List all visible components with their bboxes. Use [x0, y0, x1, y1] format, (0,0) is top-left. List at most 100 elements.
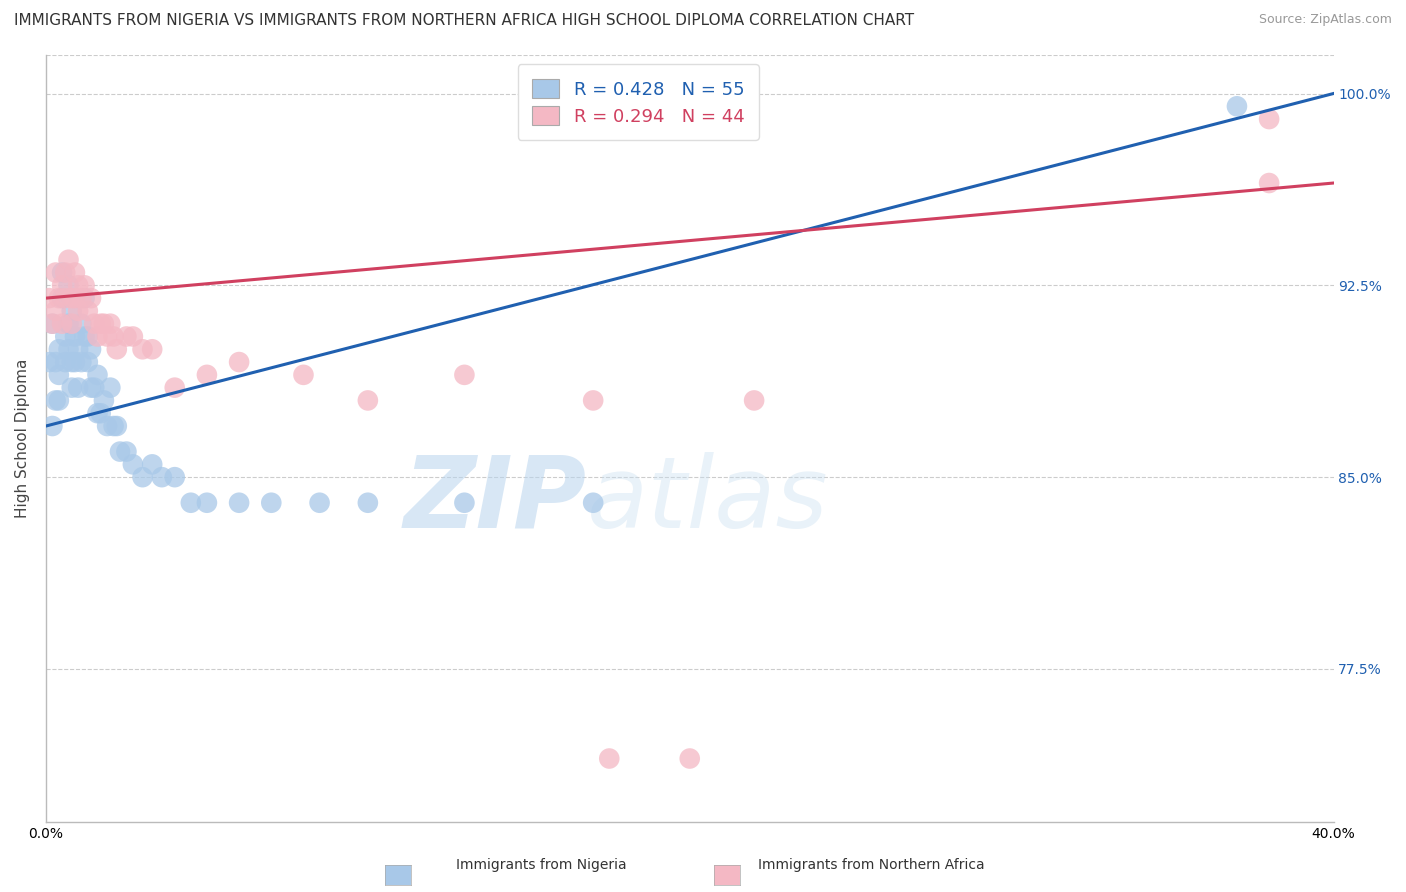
Point — [63, 266, 86, 280]
Point — [1258, 112, 1281, 127]
Point — [60, 355, 83, 369]
Point — [86, 368, 108, 382]
Point — [60, 291, 83, 305]
Point — [86, 329, 108, 343]
Point — [90, 406, 112, 420]
Point — [63, 329, 86, 343]
Point — [70, 291, 93, 305]
Point — [357, 393, 380, 408]
Point — [76, 355, 98, 369]
Point — [51, 266, 73, 280]
Point — [48, 368, 70, 382]
Point — [108, 444, 131, 458]
Point — [70, 317, 93, 331]
Point — [357, 496, 380, 510]
Point — [58, 278, 80, 293]
Point — [83, 381, 105, 395]
Point — [96, 329, 118, 343]
Point — [163, 381, 186, 395]
Text: Immigrants from Nigeria: Immigrants from Nigeria — [456, 858, 627, 872]
Point — [105, 419, 128, 434]
Point — [60, 304, 83, 318]
Point — [598, 751, 620, 765]
Legend: R = 0.428   N = 55, R = 0.294   N = 44: R = 0.428 N = 55, R = 0.294 N = 44 — [517, 64, 759, 140]
Point — [67, 304, 90, 318]
Point — [742, 393, 765, 408]
Point — [45, 304, 67, 318]
Point — [53, 266, 76, 280]
Point — [73, 329, 96, 343]
Text: atlas: atlas — [586, 451, 828, 549]
Point — [228, 496, 250, 510]
Point — [38, 291, 60, 305]
Point — [80, 343, 103, 357]
Point — [48, 343, 70, 357]
Text: ZIP: ZIP — [404, 451, 586, 549]
Point — [131, 343, 153, 357]
Point — [582, 393, 605, 408]
Point — [51, 291, 73, 305]
Point — [260, 496, 283, 510]
Point — [80, 291, 103, 305]
Point — [115, 444, 138, 458]
Point — [76, 304, 98, 318]
Point — [131, 470, 153, 484]
Point — [103, 419, 125, 434]
Point — [122, 458, 145, 472]
Y-axis label: High School Diploma: High School Diploma — [15, 359, 30, 518]
Point — [73, 291, 96, 305]
Point — [67, 278, 90, 293]
Point — [163, 470, 186, 484]
Point — [45, 393, 67, 408]
Point — [51, 278, 73, 293]
Point — [150, 470, 173, 484]
Text: Immigrants from Northern Africa: Immigrants from Northern Africa — [758, 858, 986, 872]
Point — [141, 343, 163, 357]
Point — [41, 317, 63, 331]
Point — [679, 751, 702, 765]
Point — [141, 458, 163, 472]
Point — [103, 329, 125, 343]
Point — [93, 393, 115, 408]
Point — [60, 381, 83, 395]
Point — [105, 343, 128, 357]
Point — [51, 317, 73, 331]
Point — [58, 252, 80, 267]
Point — [67, 343, 90, 357]
Point — [45, 266, 67, 280]
Point — [90, 317, 112, 331]
Point — [53, 329, 76, 343]
Point — [98, 381, 121, 395]
Point — [582, 496, 605, 510]
Point — [60, 317, 83, 331]
Point — [76, 329, 98, 343]
Point — [58, 317, 80, 331]
Point — [58, 343, 80, 357]
Point — [98, 317, 121, 331]
Point — [195, 496, 218, 510]
Point — [48, 291, 70, 305]
Point — [115, 329, 138, 343]
Point — [63, 291, 86, 305]
Point — [122, 329, 145, 343]
Point — [453, 368, 475, 382]
Point — [195, 368, 218, 382]
Point — [63, 355, 86, 369]
Point — [45, 355, 67, 369]
Point — [453, 496, 475, 510]
Text: Source: ZipAtlas.com: Source: ZipAtlas.com — [1258, 13, 1392, 27]
Point — [96, 419, 118, 434]
Point — [86, 406, 108, 420]
Point — [80, 381, 103, 395]
Point — [53, 355, 76, 369]
Point — [41, 419, 63, 434]
Text: IMMIGRANTS FROM NIGERIA VS IMMIGRANTS FROM NORTHERN AFRICA HIGH SCHOOL DIPLOMA C: IMMIGRANTS FROM NIGERIA VS IMMIGRANTS FR… — [14, 13, 914, 29]
Point — [48, 393, 70, 408]
Point — [1226, 99, 1249, 113]
Point — [67, 381, 90, 395]
Point — [41, 317, 63, 331]
Point — [38, 355, 60, 369]
Point — [70, 355, 93, 369]
Point — [93, 317, 115, 331]
Point — [53, 291, 76, 305]
